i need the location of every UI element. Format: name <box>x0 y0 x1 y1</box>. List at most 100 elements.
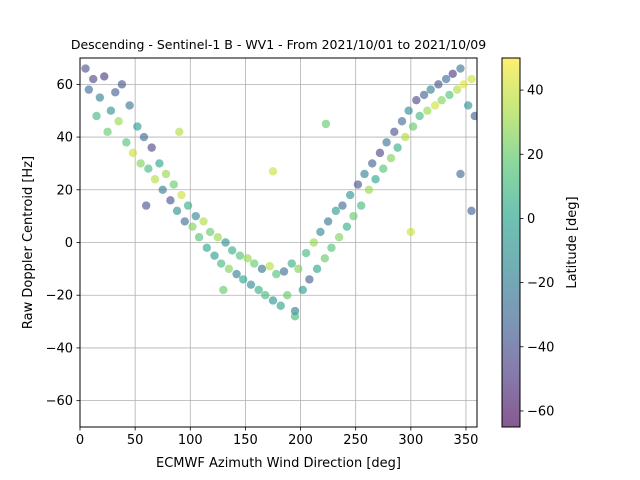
scatter-point <box>448 69 457 79</box>
grid-lines <box>79 58 477 427</box>
scatter-point <box>467 206 476 216</box>
scatter-point <box>155 159 164 168</box>
scatter-point <box>290 312 300 321</box>
scatter-point <box>177 190 186 200</box>
scatter-point <box>294 264 303 274</box>
scatter-point <box>122 138 131 147</box>
scatter-point <box>401 132 410 142</box>
scatter-point <box>441 74 451 84</box>
scatter-point <box>144 164 153 173</box>
scatter-point <box>357 201 366 210</box>
scatter-point <box>81 64 90 73</box>
scatter-point <box>353 180 363 189</box>
colorbar-tick-label: 20 <box>527 148 544 163</box>
scatter-point <box>103 127 112 136</box>
scatter-point <box>452 85 462 94</box>
scatter-point <box>254 285 263 295</box>
x-tick-label: 0 <box>76 433 84 448</box>
scatter-point <box>404 106 413 115</box>
scatter-point <box>213 233 223 242</box>
scatter-point <box>338 201 347 210</box>
scatter-point <box>128 148 138 158</box>
scatter-point <box>316 227 325 237</box>
scatter-point <box>92 111 101 121</box>
scatter-point <box>265 262 274 271</box>
y-tick-label: 0 <box>65 236 73 251</box>
scatter-point <box>423 106 432 115</box>
scatter-point <box>272 269 281 279</box>
scatter-point <box>257 264 267 274</box>
scatter-point <box>158 185 167 194</box>
scatter-point <box>305 275 314 284</box>
scatter-point <box>283 291 292 300</box>
scatter-point <box>463 101 473 110</box>
scatter-point <box>368 159 377 168</box>
colorbar-tick-label: −40 <box>527 340 554 355</box>
scatter-point <box>459 80 468 89</box>
scatter-point <box>386 153 396 163</box>
scatter-point <box>188 222 197 231</box>
scatter-point <box>227 246 237 255</box>
scatter-point <box>180 217 189 226</box>
scatter-point <box>175 127 184 136</box>
colorbar-label: Latitude [deg] <box>565 196 580 288</box>
scatter-point <box>364 185 374 194</box>
colorbar-tick-label: 0 <box>527 212 535 227</box>
scatter-point <box>172 206 182 216</box>
scatter-point <box>147 143 156 152</box>
scatter-point <box>150 175 160 184</box>
scatter-point <box>125 101 134 110</box>
scatter-point <box>309 238 318 247</box>
scatter-point <box>312 264 322 274</box>
scatter-point <box>100 72 109 81</box>
scatter-point <box>141 201 151 210</box>
y-tick-label: 60 <box>56 78 73 93</box>
scatter-point <box>345 190 355 200</box>
colorbar-tick-label: −60 <box>527 404 554 419</box>
scatter-point <box>279 267 289 276</box>
scatter-point <box>194 233 204 242</box>
scatter-point <box>331 206 341 216</box>
scatter-point <box>434 80 443 89</box>
scatter-point <box>379 164 388 173</box>
scatter-point <box>89 74 98 84</box>
scatter-point <box>406 227 416 237</box>
scatter-point <box>298 285 307 295</box>
x-tick-label: 300 <box>398 433 423 448</box>
scatter-point <box>375 148 385 158</box>
scatter-point <box>371 175 380 184</box>
scatter-point <box>224 264 234 274</box>
scatter-point <box>390 127 399 136</box>
scatter-point <box>169 180 178 189</box>
y-tick-label: −60 <box>46 394 73 409</box>
scatter-point <box>287 259 296 268</box>
scatter-point <box>349 211 358 221</box>
colorbar <box>501 57 521 428</box>
scatter-point <box>84 85 94 94</box>
x-axis-ticks: 0 50 100 150 200 250 300 350 <box>76 427 478 448</box>
scatter-point <box>408 122 418 131</box>
scatter-point <box>106 106 116 115</box>
scatter-point <box>221 238 230 247</box>
scatter-point <box>301 248 311 258</box>
y-tick-label: 20 <box>56 183 73 198</box>
scatter-point <box>219 285 228 295</box>
x-axis-label: ECMWF Azimuth Wind Direction [deg] <box>156 456 401 471</box>
y-axis-ticks: −60 −40 −20 0 20 40 60 <box>46 78 80 409</box>
x-tick-label: 200 <box>288 433 313 448</box>
scatter-point <box>216 259 226 268</box>
scatter-point <box>133 122 142 131</box>
x-tick-label: 150 <box>233 433 258 448</box>
scatter-point <box>136 159 145 168</box>
scatter-point <box>419 90 429 100</box>
scatter-point <box>320 254 330 263</box>
colorbar-tick-label: −20 <box>527 276 554 291</box>
scatter-point <box>191 211 200 221</box>
scatter-point <box>202 243 212 252</box>
scatter-point <box>456 64 465 73</box>
scatter-point <box>412 95 421 105</box>
scatter-point <box>246 280 256 289</box>
scatter-point <box>327 243 336 252</box>
scatter-point <box>111 88 120 97</box>
